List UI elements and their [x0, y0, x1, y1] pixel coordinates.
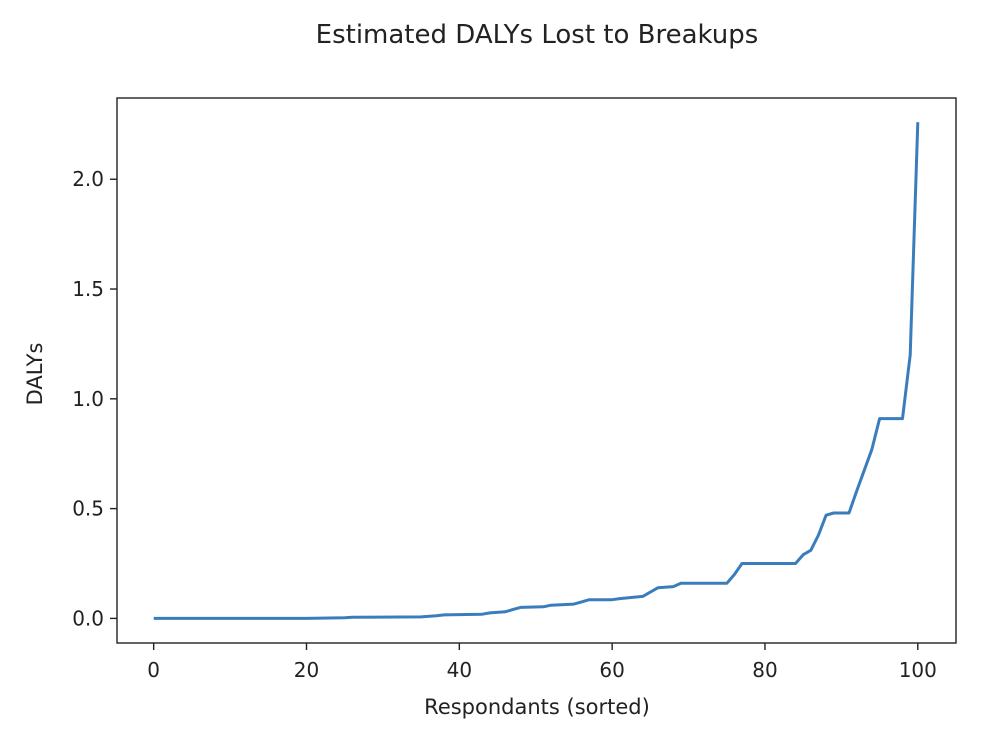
x-tick-label: 0 [147, 658, 160, 682]
y-axis-label: DALYs [23, 343, 47, 406]
x-tick-label: 20 [294, 658, 319, 682]
y-tick-label: 0.5 [72, 497, 104, 521]
y-axis: 0.0 0.5 1.0 1.5 2.0 [72, 167, 117, 630]
x-axis-label: Respondants (sorted) [424, 695, 650, 719]
x-tick-label: 100 [899, 658, 937, 682]
x-axis: 0 20 40 60 80 100 [147, 643, 937, 682]
x-tick-label: 80 [752, 658, 777, 682]
y-tick-label: 0.0 [72, 606, 104, 630]
plot-area [153, 122, 920, 620]
chart-title: Estimated DALYs Lost to Breakups [316, 20, 759, 50]
series-line-0 [153, 122, 920, 620]
y-tick-label: 1.0 [72, 387, 104, 411]
x-tick-label: 40 [447, 658, 472, 682]
y-tick-label: 2.0 [72, 167, 104, 191]
plot-frame [116, 97, 957, 644]
y-tick-label: 1.5 [72, 277, 104, 301]
x-tick-label: 60 [599, 658, 624, 682]
